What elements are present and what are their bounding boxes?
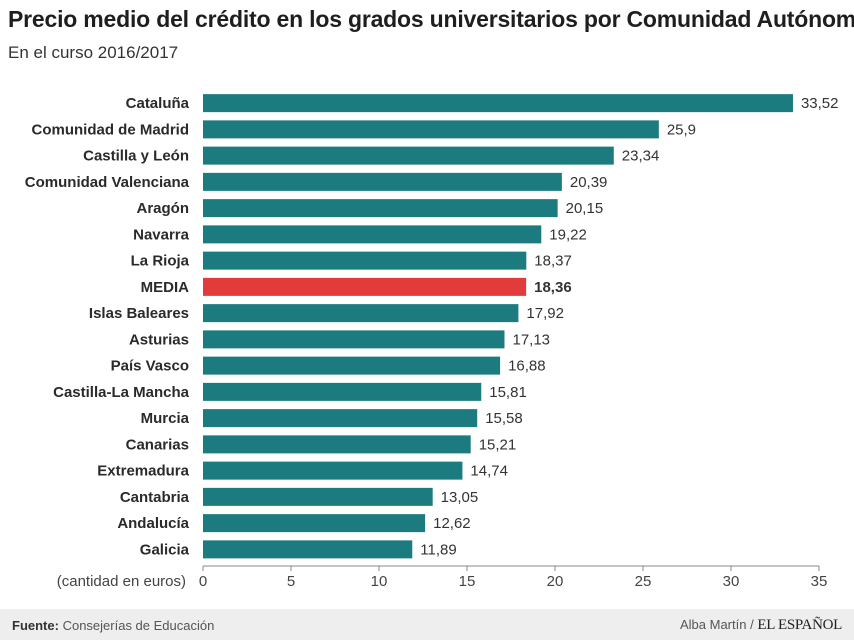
bar bbox=[203, 120, 659, 139]
bar bbox=[203, 409, 478, 428]
source-text: Consejerías de Educación bbox=[62, 618, 215, 633]
bar bbox=[203, 199, 558, 218]
value-label: 33,52 bbox=[801, 95, 839, 112]
x-tick-label: 35 bbox=[811, 573, 828, 590]
value-label: 18,36 bbox=[534, 279, 572, 296]
chart-subtitle: En el curso 2016/2017 bbox=[8, 43, 179, 62]
category-label: Comunidad de Madrid bbox=[32, 121, 190, 138]
value-label: 13,05 bbox=[441, 489, 479, 506]
category-label: Islas Baleares bbox=[89, 305, 189, 322]
bar bbox=[203, 540, 413, 559]
credit: Alba Martín / EL ESPAÑOL bbox=[680, 617, 842, 634]
value-label: 19,22 bbox=[549, 226, 587, 243]
bar bbox=[203, 514, 426, 533]
category-label: Aragón bbox=[137, 200, 190, 217]
value-label: 20,39 bbox=[570, 174, 608, 191]
value-label: 20,15 bbox=[566, 200, 604, 217]
credit-separator: / bbox=[750, 617, 754, 632]
value-label: 16,88 bbox=[508, 358, 546, 375]
bar bbox=[203, 251, 527, 270]
value-label: 18,37 bbox=[534, 253, 572, 270]
value-label: 12,62 bbox=[433, 515, 471, 532]
x-tick-label: 0 bbox=[199, 573, 207, 590]
x-tick-label: 10 bbox=[371, 573, 388, 590]
bar-chart: Cataluña 33,52 Comunidad de Madrid 25,9 Cast… bbox=[25, 94, 839, 590]
footer: Fuente: Consejerías de Educación Alba Ma… bbox=[0, 609, 854, 640]
value-label: 11,89 bbox=[420, 541, 456, 558]
category-label: Cataluña bbox=[126, 95, 190, 112]
category-label: Comunidad Valenciana bbox=[25, 174, 190, 191]
bar bbox=[203, 356, 501, 375]
category-label: Galicia bbox=[140, 541, 190, 558]
value-label: 23,34 bbox=[622, 148, 660, 165]
category-label: Extremadura bbox=[97, 463, 189, 480]
x-tick-label: 15 bbox=[459, 573, 476, 590]
bar bbox=[203, 461, 463, 480]
value-label: 15,21 bbox=[479, 436, 517, 453]
x-tick-label: 30 bbox=[723, 573, 740, 590]
category-label: Castilla y León bbox=[83, 148, 189, 165]
category-label: Canarias bbox=[126, 436, 189, 453]
bar bbox=[203, 382, 482, 401]
x-tick-label: 20 bbox=[547, 573, 564, 590]
category-label: Andalucía bbox=[117, 515, 189, 532]
bar bbox=[203, 146, 614, 165]
category-label: País Vasco bbox=[111, 358, 189, 375]
bar bbox=[203, 330, 505, 349]
value-label: 17,92 bbox=[526, 305, 564, 322]
bar bbox=[203, 304, 519, 323]
category-label: La Rioja bbox=[131, 253, 190, 270]
author-name: Alba Martín bbox=[679, 617, 747, 632]
category-label: Murcia bbox=[141, 410, 190, 427]
category-label: Navarra bbox=[133, 226, 190, 243]
bar bbox=[203, 94, 793, 113]
x-axis-label: (cantidad en euros) bbox=[57, 573, 186, 590]
bar bbox=[203, 172, 562, 191]
chart-title: Precio medio del crédito en los grados u… bbox=[8, 6, 854, 32]
bar-highlight bbox=[203, 277, 527, 296]
value-label: 25,9 bbox=[667, 121, 696, 138]
bar bbox=[203, 435, 471, 454]
source-label: Fuente: bbox=[12, 618, 59, 633]
bar bbox=[203, 487, 433, 506]
x-tick-label: 25 bbox=[635, 573, 652, 590]
bar bbox=[203, 225, 542, 244]
value-label: 15,81 bbox=[489, 384, 527, 401]
value-label: 15,58 bbox=[485, 410, 523, 427]
category-label: Cantabria bbox=[120, 489, 190, 506]
x-tick-label: 5 bbox=[287, 573, 295, 590]
value-label: 17,13 bbox=[512, 331, 550, 348]
value-label: 14,74 bbox=[470, 463, 508, 480]
category-label: Castilla-La Mancha bbox=[53, 384, 190, 401]
category-label: Asturias bbox=[129, 331, 189, 348]
brand-logo: EL ESPAÑOL bbox=[757, 617, 842, 633]
category-label: MEDIA bbox=[141, 279, 190, 296]
source-note: Fuente: Consejerías de Educación bbox=[12, 618, 214, 633]
